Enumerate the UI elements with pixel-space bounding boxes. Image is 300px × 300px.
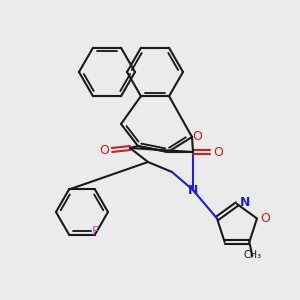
Text: N: N [240,196,250,209]
Text: F: F [92,224,99,238]
Text: CH₃: CH₃ [243,250,261,260]
Text: O: O [192,130,202,142]
Text: O: O [213,146,223,158]
Text: N: N [188,184,198,197]
Text: O: O [99,143,109,157]
Text: O: O [260,212,270,225]
